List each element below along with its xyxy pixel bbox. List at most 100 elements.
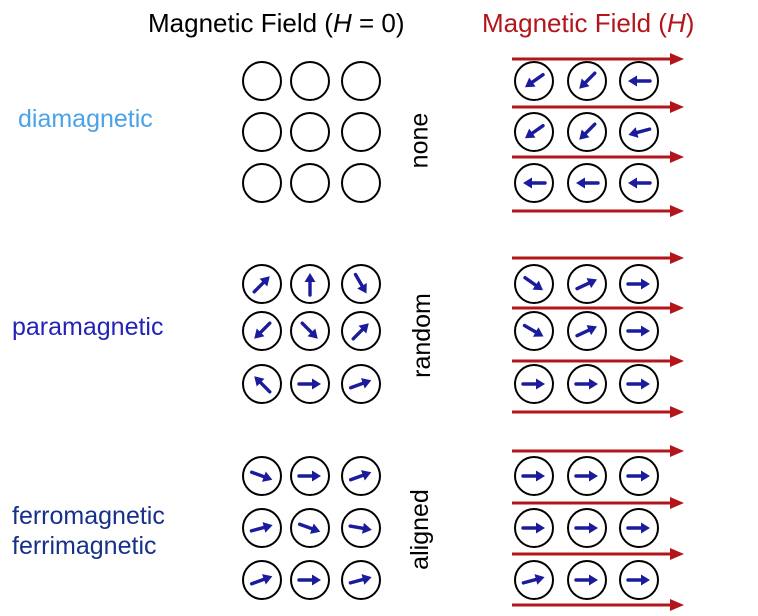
moment-arrow-head xyxy=(524,77,536,88)
moment-arrow-head xyxy=(641,470,650,482)
moment-arrow-head xyxy=(536,522,545,534)
moment-arrow xyxy=(579,122,597,140)
moment-arrow-head xyxy=(261,574,273,585)
moment-arrow xyxy=(252,276,270,294)
moment-arrow-head xyxy=(628,127,639,138)
moment-arrow xyxy=(297,574,321,586)
field-line-arrow xyxy=(512,445,684,457)
moment-arrow-head xyxy=(628,75,637,87)
moment-arrow-head xyxy=(524,128,536,139)
moment-arrow xyxy=(626,574,650,586)
moment-arrow xyxy=(297,522,321,534)
moment-arrow xyxy=(254,376,272,394)
moment-arrow-head xyxy=(641,325,650,337)
moment-arrow-head xyxy=(312,470,321,482)
moment-arrow xyxy=(628,177,652,189)
moment-arrow-head xyxy=(589,574,598,586)
moment-arrow-head xyxy=(312,574,321,586)
moment-arrow-head xyxy=(586,278,597,289)
moment-arrow-head xyxy=(536,378,545,390)
field-line-arrow xyxy=(512,406,684,418)
moment-arrow-head xyxy=(589,470,598,482)
moment-arrow xyxy=(521,470,545,482)
moment-arrow xyxy=(297,470,321,482)
moment-arrow xyxy=(579,71,597,89)
moment-arrow xyxy=(300,321,318,339)
applied-field-header-suffix: ) xyxy=(685,8,695,38)
moment-arrow xyxy=(576,177,600,189)
moment-arrow-head xyxy=(254,328,265,339)
moment-arrow xyxy=(351,323,369,341)
moment-circle xyxy=(290,112,330,152)
moment-arrow-head xyxy=(357,282,367,294)
moment-arrow-head xyxy=(307,328,318,339)
moment-circle xyxy=(242,163,282,203)
zero-field-header-variable: H xyxy=(332,8,352,38)
moment-arrow xyxy=(254,321,272,339)
moment-arrow xyxy=(348,470,372,482)
moment-arrow xyxy=(626,278,650,290)
moment-arrow-head xyxy=(358,323,369,334)
field-line-arrow xyxy=(512,252,684,264)
moment-arrow-head xyxy=(586,325,597,336)
moment-arrow xyxy=(574,522,598,534)
moment-arrow xyxy=(521,522,545,534)
moment-arrow xyxy=(348,522,372,534)
ferromagnetic-label-text: ferromagnetic xyxy=(12,502,165,530)
moment-arrow-head xyxy=(262,522,273,533)
ferro-ferri-label: ferromagnetic ferrimagnetic xyxy=(12,501,165,561)
moment-arrow xyxy=(522,323,544,337)
moment-arrow-head xyxy=(534,574,545,585)
moment-arrow-head xyxy=(641,574,650,586)
moment-arrow xyxy=(574,574,598,586)
moment-arrow-head xyxy=(579,78,590,89)
moment-arrow-head xyxy=(312,378,321,390)
moment-arrow-head xyxy=(579,129,590,140)
zero-field-header-suffix: = 0) xyxy=(351,8,405,38)
moment-arrow xyxy=(521,378,545,390)
moment-arrow xyxy=(297,378,321,390)
moment-arrow-head xyxy=(523,177,532,189)
moment-arrow-head xyxy=(261,471,273,482)
field-line-arrow xyxy=(512,101,684,113)
moment-arrow-head xyxy=(360,378,372,389)
field-line-arrow xyxy=(512,355,684,367)
moment-arrow-head xyxy=(309,523,321,534)
moment-arrow xyxy=(628,75,652,87)
moment-arrow xyxy=(574,378,598,390)
moment-arrow xyxy=(626,378,650,390)
field-line-arrow xyxy=(512,205,684,217)
applied-field-header-prefix: Magnetic Field ( xyxy=(482,8,667,38)
diamagnetic-label-text: diamagnetic xyxy=(18,105,153,133)
moment-circle xyxy=(290,61,330,101)
zero-field-header-prefix: Magnetic Field ( xyxy=(148,8,333,38)
ferrimagnetic-label-text: ferrimagnetic xyxy=(12,532,157,560)
moment-arrow xyxy=(628,127,652,138)
moment-arrow xyxy=(348,378,372,390)
moment-arrow-head xyxy=(532,280,544,291)
moment-arrow-head xyxy=(532,327,544,337)
moment-arrow-head xyxy=(589,522,598,534)
diamagnetic-label: diamagnetic xyxy=(18,104,153,134)
moment-arrow xyxy=(575,278,597,291)
moment-arrow xyxy=(249,574,273,586)
moment-arrow-head xyxy=(641,522,650,534)
moment-arrow xyxy=(249,522,273,533)
moment-arrow-head xyxy=(589,378,598,390)
paramagnetic-label: paramagnetic xyxy=(12,312,163,342)
moment-arrow-head xyxy=(360,470,372,481)
paramagnetic-label-text: paramagnetic xyxy=(12,313,164,341)
field-line-arrow xyxy=(512,151,684,163)
moment-arrow-head xyxy=(641,378,650,390)
moment-arrow-head xyxy=(628,177,637,189)
moment-circle xyxy=(341,112,381,152)
moment-circle xyxy=(290,163,330,203)
moment-arrow xyxy=(626,325,650,337)
moment-arrow-head xyxy=(641,278,650,290)
moment-circle xyxy=(341,61,381,101)
applied-field-header-variable: H xyxy=(666,8,686,38)
moment-arrow xyxy=(626,522,650,534)
zero-field-header: Magnetic Field (H = 0) xyxy=(148,8,405,39)
moment-arrow xyxy=(353,272,367,294)
